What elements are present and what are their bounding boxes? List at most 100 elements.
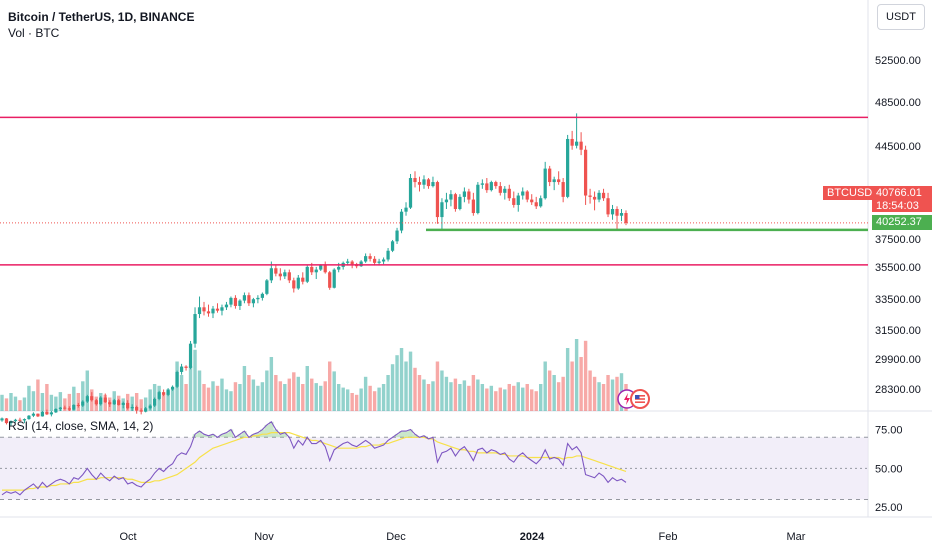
candle — [332, 268, 336, 289]
candle — [179, 363, 184, 375]
volume-bar — [54, 396, 58, 411]
candle — [220, 304, 224, 316]
candle — [323, 261, 327, 274]
rsi-band — [0, 437, 868, 500]
volume-bar — [161, 394, 166, 411]
volume-bar — [139, 399, 143, 411]
rsi-tick-label: 50.00 — [875, 463, 903, 475]
candle — [224, 301, 229, 310]
volume-bar — [76, 393, 81, 411]
volume-bar — [588, 370, 592, 411]
candle — [139, 408, 143, 415]
candle — [507, 184, 511, 201]
price-tick-label: 37500.00 — [875, 234, 921, 246]
candle — [148, 404, 152, 410]
volume-bar — [480, 384, 485, 411]
volume-bar — [462, 380, 467, 411]
candle — [103, 393, 107, 403]
volume-bar — [63, 398, 67, 411]
candle — [112, 398, 116, 405]
candle — [534, 196, 538, 209]
volume-bar — [4, 398, 9, 411]
candle — [126, 400, 130, 410]
volume-bar — [440, 370, 444, 411]
candle — [458, 194, 462, 211]
candle — [301, 272, 305, 285]
rsi-layer — [0, 420, 868, 500]
rsi-overbought-fill — [192, 421, 427, 438]
level-price-badge: 40252.37 — [872, 215, 932, 230]
volume-bar — [368, 385, 372, 411]
volume-bar — [193, 349, 197, 411]
candle — [597, 190, 601, 203]
candle — [161, 389, 166, 397]
candle — [90, 392, 94, 402]
volume-bar — [404, 361, 408, 411]
candle — [58, 406, 62, 411]
candle — [166, 388, 170, 397]
candle — [408, 173, 413, 209]
rsi-ticks: 75.00 50.00 25.00 — [875, 425, 903, 515]
volume-bar — [458, 384, 462, 411]
candle — [22, 418, 27, 424]
volume-bar — [444, 376, 449, 411]
candle — [287, 269, 291, 284]
volume-bar — [435, 361, 440, 411]
candle — [601, 188, 606, 201]
candle — [440, 198, 444, 230]
candle — [386, 248, 390, 262]
volume-bar — [377, 387, 381, 411]
candle — [184, 365, 188, 371]
volume-bar — [534, 391, 538, 411]
candle — [67, 406, 71, 411]
candle — [476, 182, 480, 215]
volume-bar — [170, 388, 175, 411]
volume-bar — [202, 384, 206, 411]
price-tick-label: 48500.00 — [875, 97, 921, 109]
volume-bar — [592, 376, 597, 411]
volume-bar — [565, 348, 570, 411]
candle — [557, 171, 561, 185]
candle — [435, 180, 440, 224]
volume-bar — [395, 355, 399, 411]
volume-bar — [305, 366, 309, 411]
candle — [314, 266, 318, 280]
candle — [153, 397, 157, 407]
volume-bar — [233, 382, 238, 411]
candle — [494, 180, 498, 189]
candle — [462, 187, 467, 203]
candle — [498, 182, 502, 196]
candle — [215, 303, 220, 313]
currency-button[interactable]: USDT — [877, 4, 925, 30]
volume-bar — [40, 393, 45, 411]
volume-bar — [489, 385, 494, 411]
volume-bar — [552, 375, 556, 411]
candle — [188, 340, 193, 370]
volume-bar — [345, 389, 350, 411]
candle — [13, 418, 18, 423]
volume-bar — [49, 394, 54, 411]
price-ticks: 52500.00 48500.00 44500.00 37500.00 35500.00… — [875, 55, 921, 396]
volume-bar — [610, 379, 615, 411]
candle — [233, 295, 238, 309]
candle — [539, 195, 543, 208]
candle — [72, 404, 76, 411]
time-tick-label: 2024 — [520, 531, 545, 543]
candle — [489, 180, 493, 192]
volume-bar — [211, 381, 215, 411]
volume-bar — [319, 385, 323, 411]
volume-bar — [556, 382, 561, 411]
volume-bar — [0, 394, 4, 411]
us-flag-icon[interactable] — [630, 389, 650, 409]
volume-bar — [22, 397, 27, 411]
candle — [575, 113, 579, 149]
volume-bar — [449, 382, 453, 411]
candle — [54, 408, 58, 414]
candle — [49, 411, 53, 417]
price-tick-label: 52500.00 — [875, 55, 921, 67]
volume-bar — [485, 388, 489, 411]
volume-bar — [134, 393, 139, 411]
candle — [431, 176, 435, 188]
candle — [561, 178, 565, 203]
